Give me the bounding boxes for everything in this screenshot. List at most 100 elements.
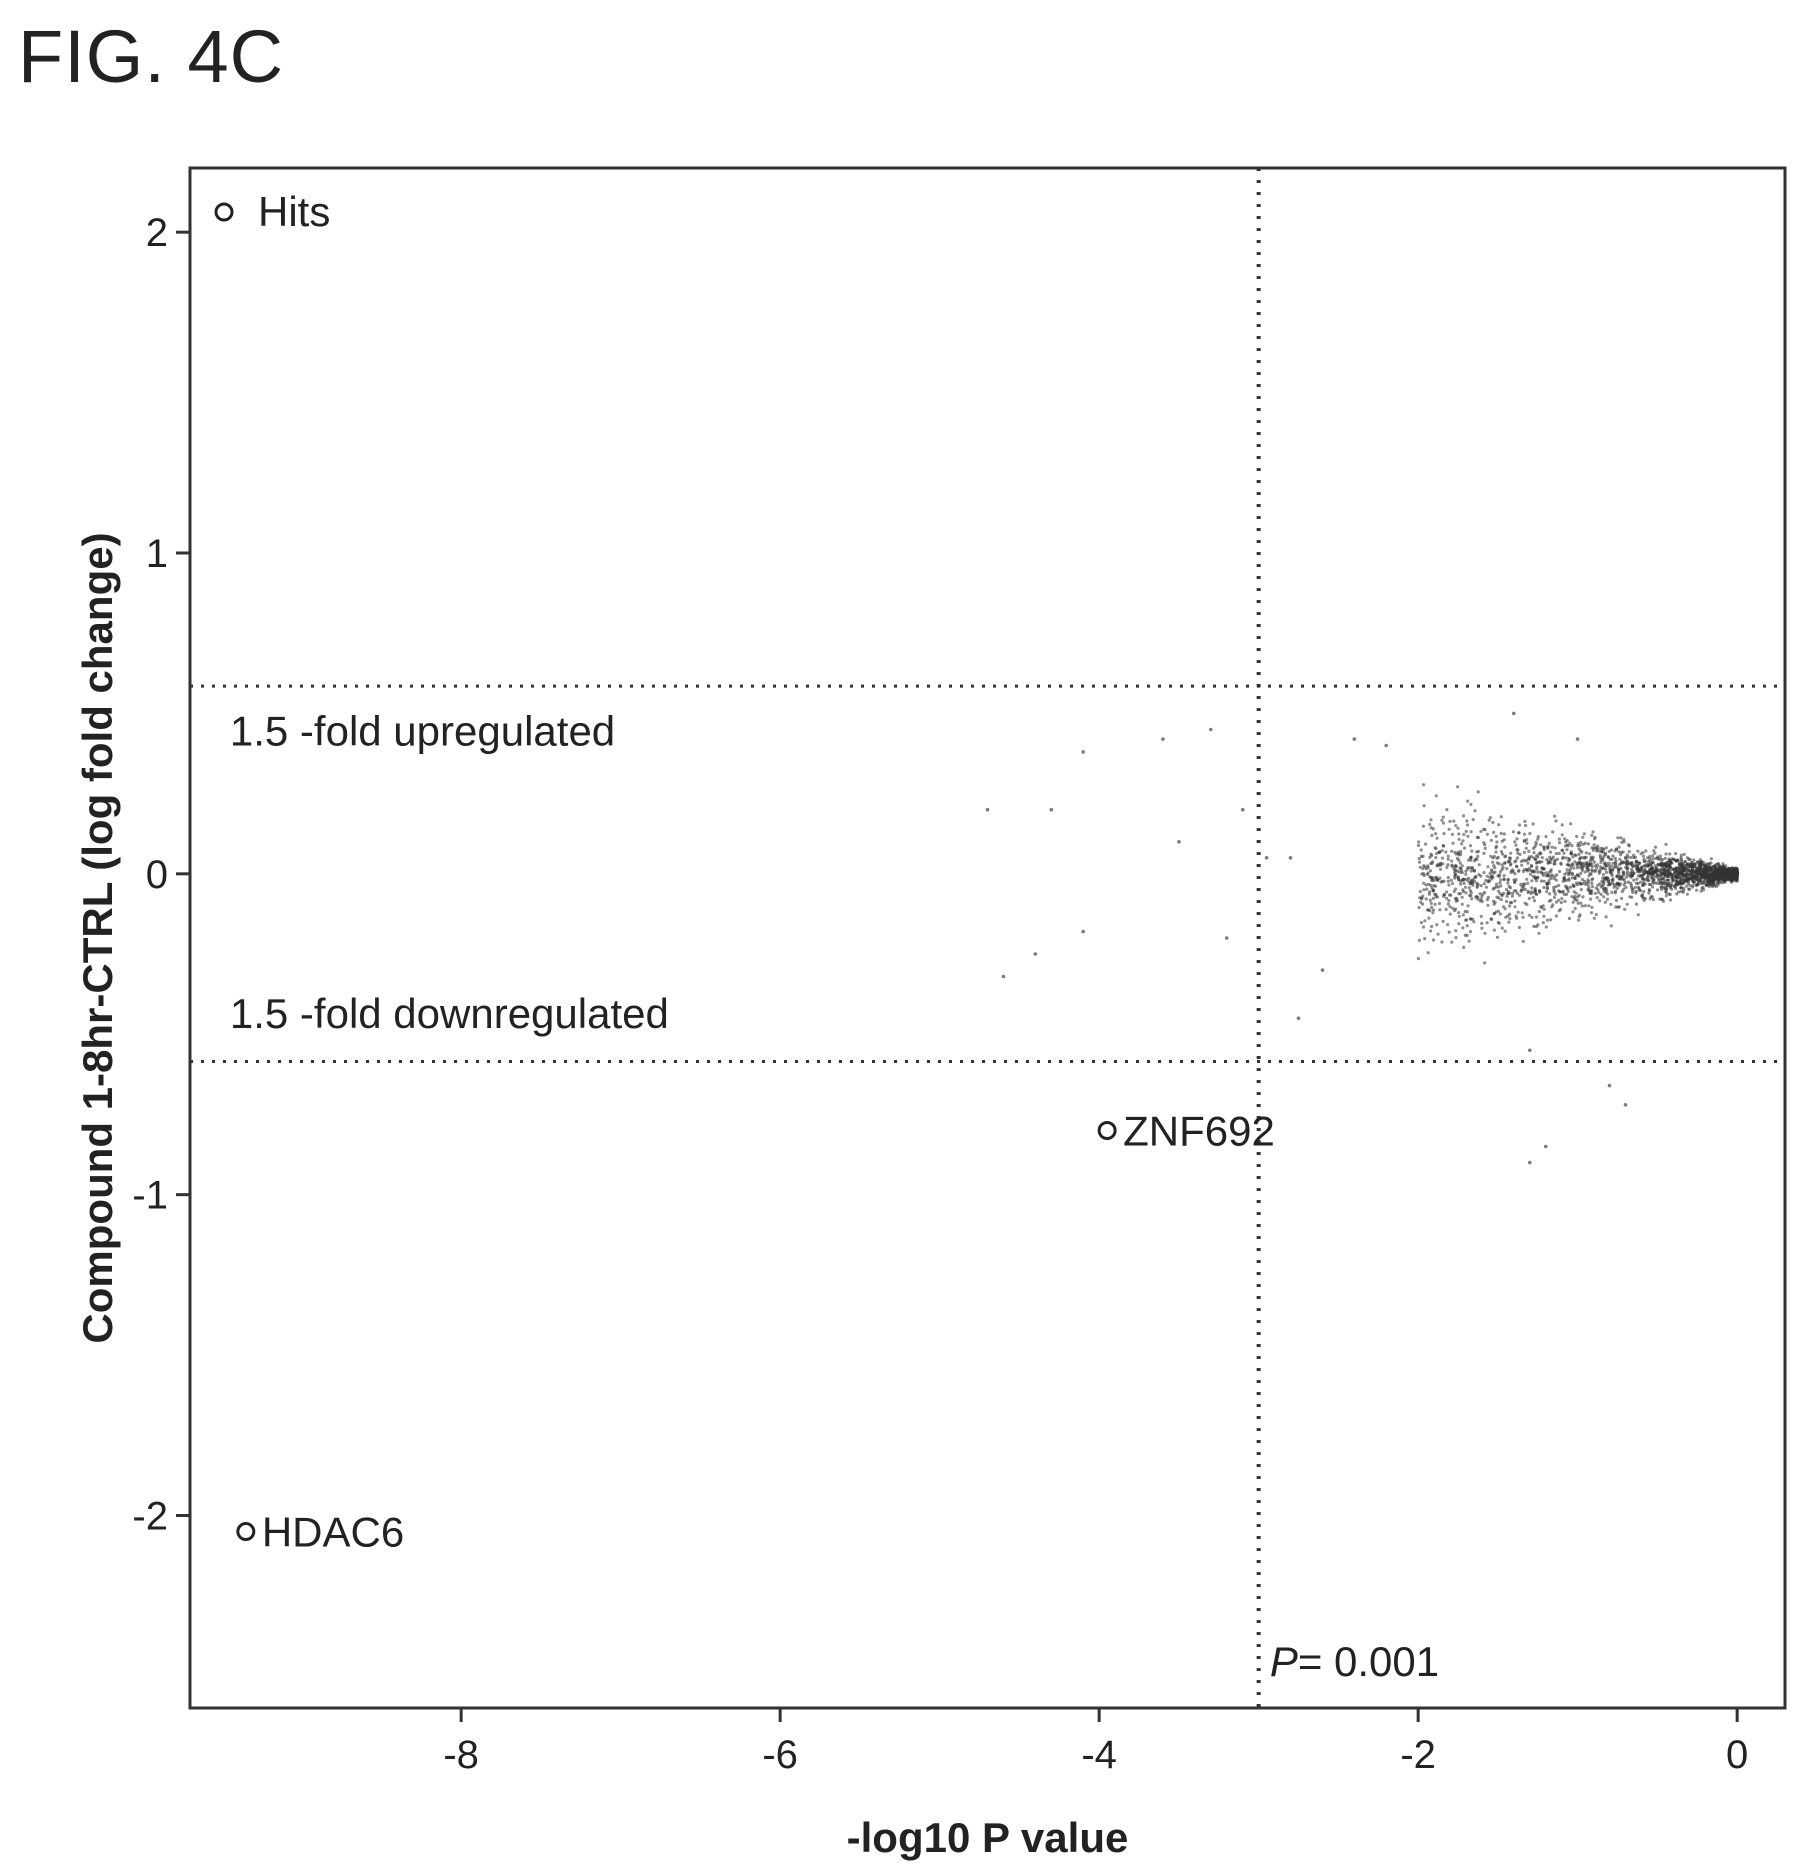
- gene-point: [1467, 886, 1471, 890]
- gene-point: [1477, 863, 1481, 867]
- gene-point: [1554, 878, 1558, 882]
- gene-point: [1626, 870, 1630, 874]
- gene-point: [1429, 929, 1433, 933]
- gene-point: [1598, 853, 1602, 857]
- gene-point: [1553, 858, 1557, 863]
- gene-point: [1511, 830, 1515, 834]
- gene-point: [1703, 868, 1707, 872]
- gene-point: [1563, 878, 1567, 883]
- gene-point: [1454, 824, 1458, 828]
- gene-point: [1511, 891, 1515, 896]
- gene-point: [1593, 837, 1597, 841]
- gene-point: [1651, 857, 1655, 861]
- gene-point: [1712, 870, 1716, 874]
- gene-point: [1581, 842, 1585, 847]
- gene-point: [1735, 872, 1739, 876]
- gene-point: [1609, 871, 1613, 875]
- gene-point: [1542, 885, 1546, 890]
- gene-point: [1497, 889, 1501, 893]
- gene-point: [1720, 881, 1724, 885]
- y-tick-label: 0: [146, 853, 168, 897]
- gene-point: [1700, 886, 1704, 890]
- gene-point: [1468, 930, 1473, 934]
- gene-point: [1528, 831, 1532, 836]
- gene-point: [1492, 830, 1496, 835]
- gene-point: [1575, 834, 1579, 839]
- gene-point: [1690, 872, 1694, 877]
- gene-point: [1590, 846, 1594, 850]
- gene-point: [1418, 889, 1422, 894]
- gene-point: [1489, 874, 1494, 878]
- gene-point: [1542, 914, 1546, 918]
- gene-point: [1460, 842, 1464, 846]
- gene-point: [1641, 851, 1645, 855]
- gene-point: [1705, 875, 1709, 879]
- gene-point: [1612, 882, 1616, 887]
- gene-point: [1456, 850, 1460, 854]
- gene-point: [1429, 818, 1433, 822]
- gene-point: [1451, 841, 1455, 845]
- gene-point: [1664, 842, 1668, 847]
- gene-point: [1680, 870, 1684, 875]
- gene-point: [1583, 882, 1587, 886]
- gene-point: [1593, 864, 1598, 868]
- gene-point: [1575, 737, 1580, 741]
- gene-point: [1640, 869, 1644, 873]
- gene-point: [1420, 872, 1424, 876]
- gene-point: [1681, 890, 1685, 894]
- gene-point: [1619, 851, 1623, 855]
- gene-point: [1519, 889, 1523, 893]
- gene-point: [1696, 872, 1700, 876]
- gene-point: [1653, 864, 1657, 868]
- gene-point: [1490, 868, 1494, 872]
- gene-point: [1466, 904, 1470, 908]
- gene-point: [1462, 846, 1467, 850]
- gene-point: [1725, 870, 1729, 874]
- gene-point: [1558, 890, 1562, 894]
- gene-point: [1530, 879, 1534, 883]
- gene-point: [1453, 887, 1458, 891]
- gene-point: [1519, 859, 1523, 864]
- gene-point: [1617, 850, 1621, 854]
- gene-point: [1442, 832, 1446, 836]
- gene-point: [1537, 909, 1541, 914]
- gene-point: [1482, 882, 1486, 886]
- gene-point: [1418, 865, 1422, 869]
- gene-point: [1566, 889, 1570, 894]
- gene-point: [1602, 880, 1606, 884]
- gene-point: [1468, 917, 1472, 921]
- gene-point: [1527, 849, 1531, 854]
- gene-point: [1503, 855, 1507, 859]
- gene-point: [1547, 879, 1551, 883]
- gene-point: [1510, 901, 1514, 905]
- gene-point: [1442, 893, 1446, 897]
- gene-point: [1610, 890, 1614, 895]
- gene-point: [1496, 874, 1500, 878]
- gene-point: [1606, 879, 1611, 884]
- gene-point: [1635, 877, 1639, 881]
- gene-point: [1472, 869, 1476, 873]
- gene-point: [1453, 876, 1457, 880]
- gene-point: [1524, 846, 1528, 850]
- gene-point: [1697, 868, 1701, 872]
- gene-point: [1548, 855, 1552, 859]
- gene-point: [1527, 857, 1531, 861]
- gene-point: [1434, 884, 1438, 888]
- gene-point: [1502, 838, 1506, 842]
- gene-point: [1671, 867, 1675, 871]
- gene-point: [1677, 881, 1681, 885]
- gene-point: [1577, 918, 1581, 922]
- gene-point: [1689, 860, 1693, 864]
- gene-point: [1488, 816, 1492, 820]
- gene-point: [1485, 874, 1489, 878]
- hit-point: [236, 1522, 256, 1542]
- gene-point: [1503, 861, 1507, 865]
- gene-point: [1728, 871, 1732, 875]
- gene-point: [1464, 869, 1468, 873]
- gene-point: [1417, 857, 1421, 861]
- gene-point: [1582, 832, 1586, 836]
- gene-point: [1507, 920, 1511, 924]
- gene-point: [1081, 929, 1085, 934]
- gene-point: [1609, 902, 1613, 907]
- gene-point: [1525, 877, 1529, 881]
